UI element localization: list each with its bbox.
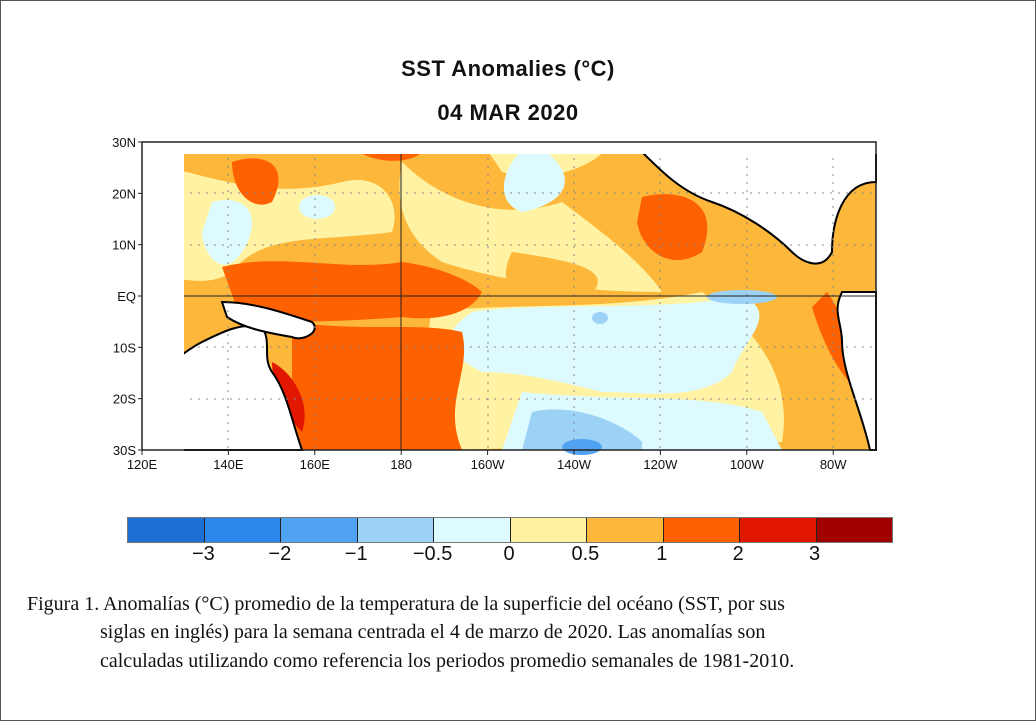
lat-label: 20S — [113, 392, 136, 407]
colorbar-swatch — [357, 518, 434, 542]
lat-axis: 30N 20N 10N EQ 10S 20S 30S — [112, 135, 142, 458]
anomaly-1-2 — [222, 154, 862, 450]
lat-label: 30S — [113, 443, 136, 458]
colorbar-swatch — [587, 518, 664, 542]
colorbar-swatch — [740, 518, 817, 542]
colorbar-swatch — [816, 518, 892, 542]
sst-anomaly-map: 30N 20N 10N EQ 10S 20S 30S 120E 140E 160E 180 160W… — [112, 135, 877, 472]
lon-label: 160W — [471, 457, 506, 472]
lat-label: 20N — [112, 186, 136, 201]
lon-label: 120E — [127, 457, 158, 472]
lon-label: 120W — [643, 457, 678, 472]
chart-date: 04 MAR 2020 — [437, 100, 579, 125]
colorbar-label: −1 — [344, 543, 368, 565]
colorbar — [127, 517, 893, 543]
colorbar-label: 0 — [503, 543, 515, 565]
colorbar-label: 2 — [732, 543, 744, 565]
caption-line-2: siglas en inglés) para la semana centrad… — [100, 621, 766, 643]
colorbar-swatch — [128, 518, 205, 542]
colorbar-label: −3 — [191, 543, 215, 565]
colorbar-label: 3 — [809, 543, 821, 565]
lon-label: 180 — [390, 457, 412, 472]
colorbar-swatch — [204, 518, 281, 542]
colorbar-label: −0.5 — [412, 543, 453, 565]
colorbar-swatch — [510, 518, 587, 542]
lat-label: EQ — [117, 289, 136, 304]
anomaly-neg0.5-0 — [202, 154, 782, 450]
colorbar-swatch — [663, 518, 740, 542]
lat-label: 10S — [113, 340, 136, 355]
lon-label: 160E — [300, 457, 331, 472]
colorbar-label: 1 — [656, 543, 668, 565]
chart-title: SST Anomalies (°C) — [401, 56, 615, 81]
caption-line-3: calculadas utilizando como referencia lo… — [100, 650, 795, 672]
lon-label: 140E — [213, 457, 244, 472]
land — [184, 154, 877, 451]
caption-line-1: Figura 1. Anomalías (°C) promedio de la … — [27, 593, 785, 615]
lon-label: 100W — [730, 457, 765, 472]
colorbar-swatch — [434, 518, 511, 542]
colorbar-label: −2 — [268, 543, 292, 565]
lon-label: 80W — [820, 457, 847, 472]
lon-label: 140W — [557, 457, 592, 472]
lon-axis: 120E 140E 160E 180 160W 140W 120W 100W 80W — [127, 450, 847, 472]
lat-label: 10N — [112, 238, 136, 253]
colorbar-label: 0.5 — [571, 543, 600, 565]
lat-label: 30N — [112, 135, 136, 150]
colorbar-swatch — [281, 518, 358, 542]
anomaly-2-3 — [272, 362, 305, 432]
anomaly-neg2-neg1 — [562, 439, 602, 455]
